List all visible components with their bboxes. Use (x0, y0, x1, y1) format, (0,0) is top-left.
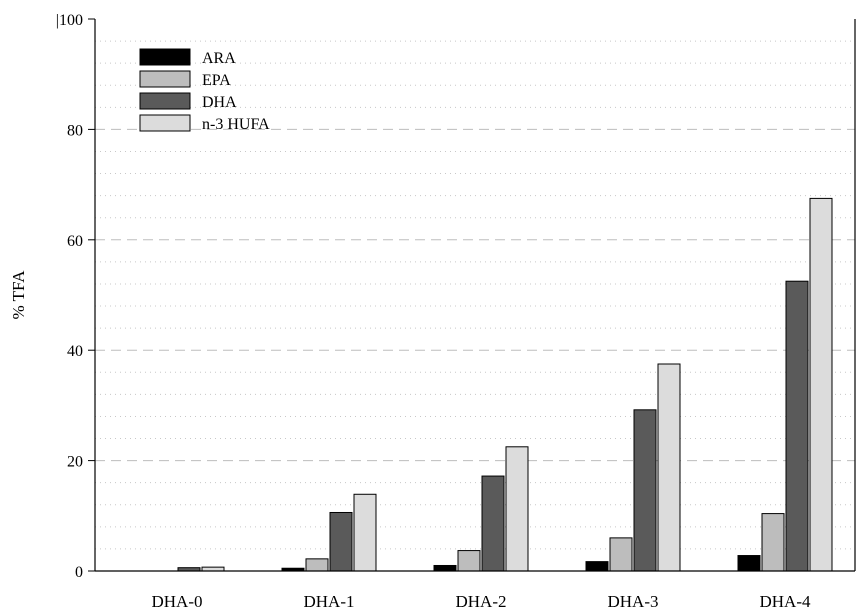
bar-ara-dha-4 (737, 555, 761, 572)
x-tick-label: DHA-1 (304, 592, 355, 611)
bar-ara-dha-3 (585, 561, 609, 572)
bar-n-3-hufa-dha-4 (809, 197, 833, 572)
bar-dha-dha-1 (329, 511, 353, 572)
legend-swatch-n-3-hufa (139, 114, 191, 132)
bar-dha-dha-3 (633, 409, 657, 572)
bar-epa-dha-2 (457, 550, 481, 572)
legend-label-dha: DHA (202, 94, 237, 111)
x-tick-label: DHA-0 (152, 592, 203, 611)
y-tick-label: 40 (67, 343, 83, 360)
y-axis-title: % TFA (9, 270, 28, 320)
axes (94, 19, 856, 572)
bar-dha-dha-4 (785, 280, 809, 572)
y-tick-label: 0 (75, 564, 83, 581)
bar-n-3-hufa-dha-1 (353, 493, 377, 572)
bar-epa-dha-4 (761, 513, 785, 572)
bar-epa-dha-3 (609, 537, 633, 572)
grid-lines (95, 40, 855, 550)
legend-label-ara: ARA (202, 50, 236, 67)
bar-n-3-hufa-dha-3 (657, 363, 681, 572)
bar-epa-dha-1 (305, 558, 329, 572)
legend-swatch-ara (139, 48, 191, 66)
x-tick-label: DHA-3 (608, 592, 659, 611)
bar-n-3-hufa-dha-2 (505, 446, 529, 572)
bars (177, 197, 833, 572)
bar-dha-dha-2 (481, 475, 505, 572)
legend-swatch-epa (139, 70, 191, 88)
y-tick-label: 60 (67, 233, 83, 250)
y-tick-label: |100 (56, 12, 83, 29)
legend-swatch-dha (139, 92, 191, 110)
bar-ara-dha-2 (433, 564, 457, 572)
x-tick-label: DHA-2 (456, 592, 507, 611)
x-tick-label: DHA-4 (760, 592, 811, 611)
legend-label-epa: EPA (202, 72, 231, 89)
y-ticks: 0 20 40 60 80 |100 (56, 12, 95, 581)
legend: ARA EPA DHA n-3 HUFA (139, 48, 270, 133)
y-tick-label: 80 (67, 122, 83, 139)
legend-label-n-3-hufa: n-3 HUFA (202, 116, 270, 133)
y-tick-label: 20 (67, 454, 83, 471)
x-tick-labels: DHA-0 DHA-1 DHA-2 DHA-3 DHA-4 (152, 592, 811, 611)
